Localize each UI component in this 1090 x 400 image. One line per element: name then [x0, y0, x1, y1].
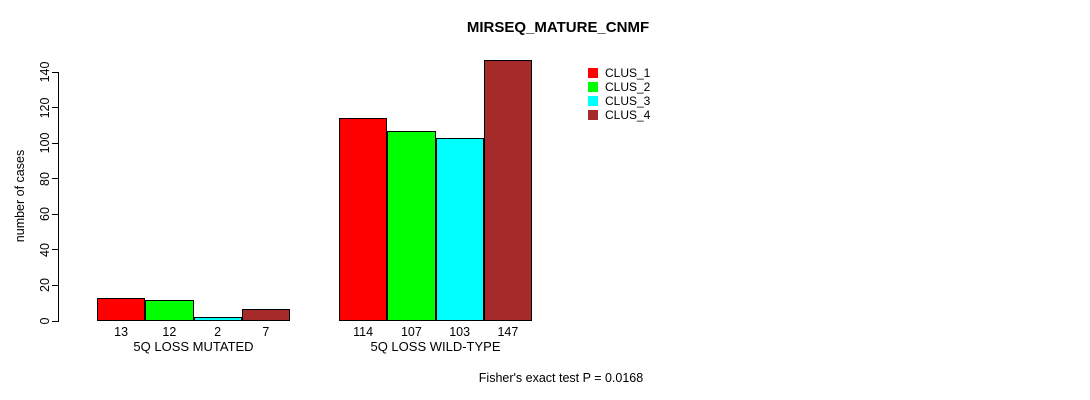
y-tick-label: 0 [38, 317, 52, 325]
x-category-label: 5Q LOSS WILD-TYPE [370, 339, 501, 354]
y-axis-title: number of cases [13, 149, 27, 243]
bar-value-label: 103 [449, 325, 471, 339]
y-tick-mark [52, 284, 59, 286]
y-tick-mark [52, 213, 59, 215]
y-tick-mark [52, 249, 59, 251]
legend-row: CLUS_3 [588, 94, 650, 108]
bar-value-label: 2 [214, 325, 222, 339]
bar-clus_2-group1 [145, 299, 194, 321]
legend-swatch [588, 68, 598, 78]
legend-row: CLUS_1 [588, 66, 650, 80]
y-tick-label: 140 [38, 61, 52, 83]
bar-clus_4-group2 [483, 59, 532, 321]
legend-row: CLUS_2 [588, 80, 650, 94]
legend-label: CLUS_3 [605, 94, 651, 108]
legend-swatch [588, 82, 598, 92]
bar-clus_3-group2 [435, 137, 484, 321]
legend: CLUS_1 CLUS_2 CLUS_3 CLUS_4 [588, 66, 650, 122]
y-tick-mark [52, 71, 59, 73]
bar-clus_1-group2 [339, 118, 388, 321]
y-tick-mark [52, 178, 59, 180]
y-tick-label: 20 [38, 278, 52, 293]
bar-value-label: 12 [162, 325, 177, 339]
bar-clus_1-group1 [97, 297, 146, 321]
y-tick-label: 80 [38, 171, 52, 186]
y-tick-mark [52, 320, 59, 322]
y-tick-mark [52, 142, 59, 144]
chart-title: MIRSEQ_MATURE_CNMF [466, 19, 650, 36]
legend-swatch [588, 96, 598, 106]
bar-value-label: 114 [353, 325, 374, 339]
stat-annotation: Fisher's exact test P = 0.0168 [478, 371, 644, 385]
bar-clus_2-group2 [387, 130, 436, 321]
bar-clus_3-group1 [193, 317, 242, 321]
legend-label: CLUS_1 [605, 66, 651, 80]
y-tick-label: 40 [38, 242, 52, 257]
legend-row: CLUS_4 [588, 108, 650, 122]
bar-value-label: 147 [497, 325, 519, 339]
y-tick-label: 60 [38, 207, 52, 222]
legend-swatch [588, 110, 598, 120]
legend-label: CLUS_2 [605, 80, 651, 94]
x-category-label: 5Q LOSS MUTATED [133, 339, 254, 354]
bar-clus_4-group1 [241, 308, 290, 321]
y-tick-label: 100 [38, 132, 52, 154]
y-tick-mark [52, 107, 59, 109]
y-axis-line [58, 72, 59, 322]
bar-value-label: 13 [114, 325, 129, 339]
bar-value-label: 7 [262, 325, 270, 339]
legend-label: CLUS_4 [605, 108, 651, 122]
y-tick-label: 120 [38, 97, 52, 118]
bar-value-label: 107 [400, 325, 422, 339]
